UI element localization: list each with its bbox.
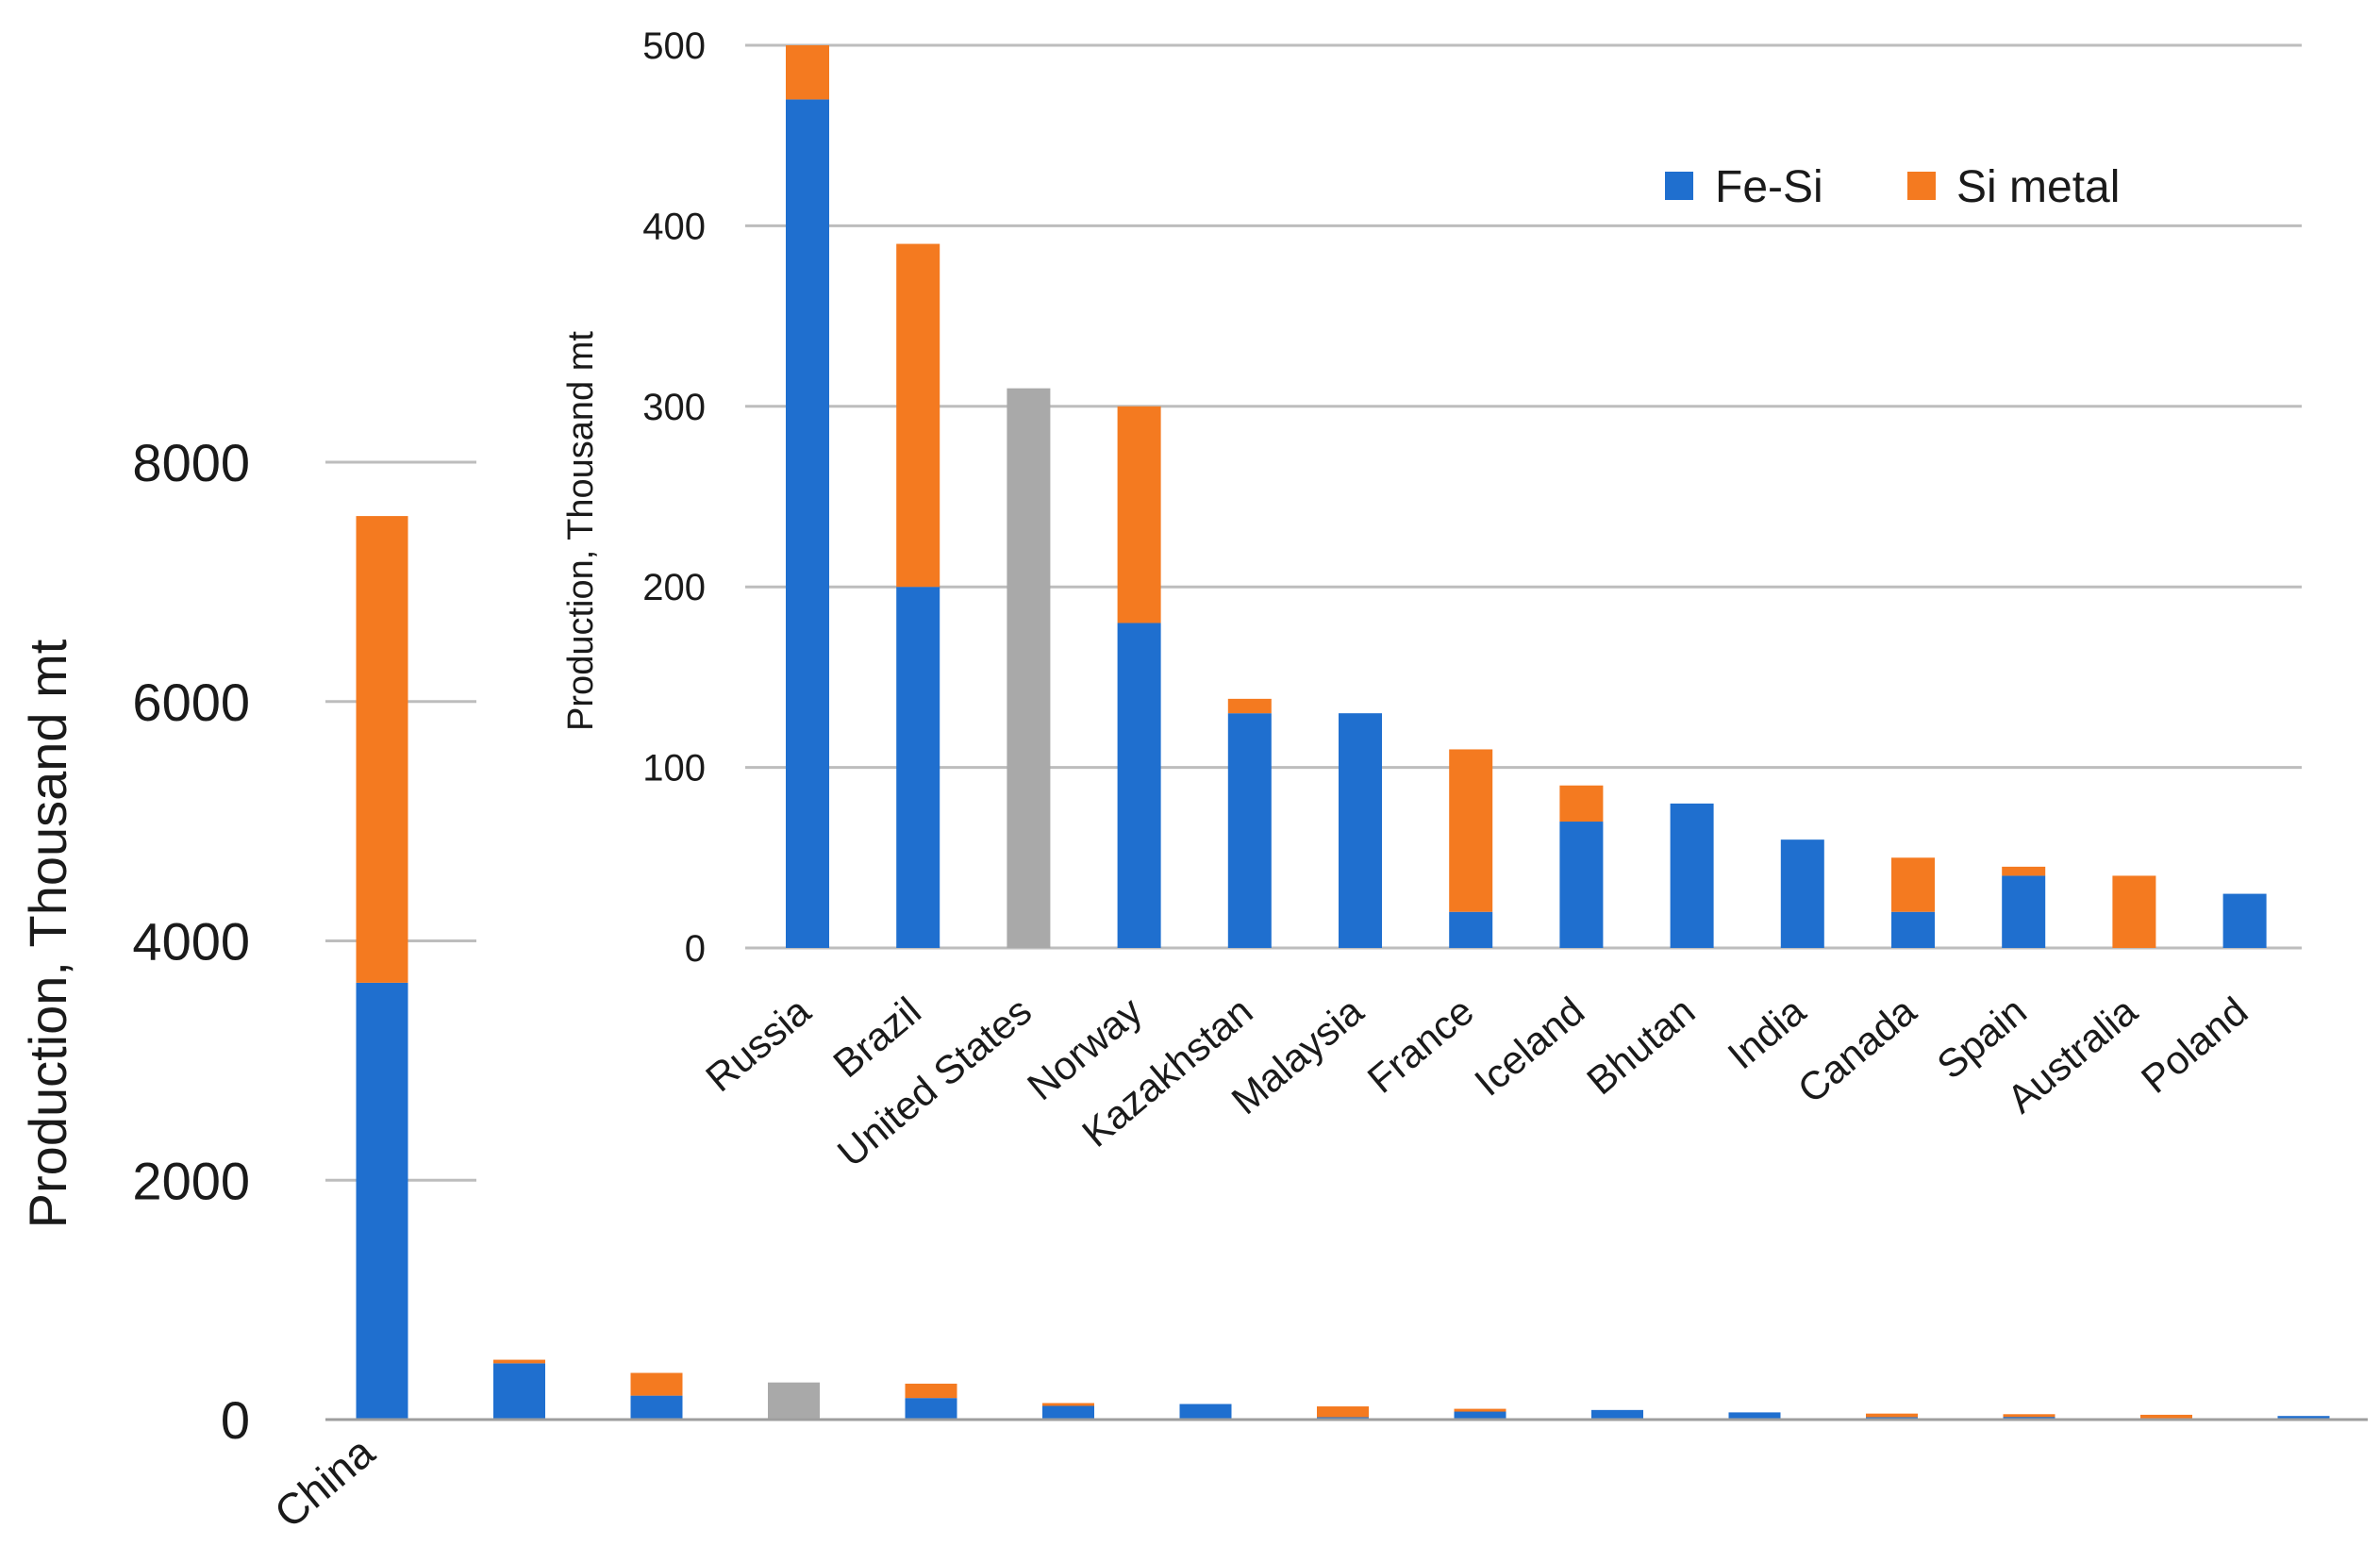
main-y-tick-label-6000: 6000: [132, 673, 250, 732]
legend-label-si-metal: Si metal: [1956, 162, 2120, 212]
inset-x-tick-label-poland: Poland: [2133, 989, 2255, 1102]
inset-bar-norway-fesi: [1117, 623, 1161, 948]
main-bar-norway-fesi: [905, 1398, 957, 1420]
inset-bar-brazil-simetal: [896, 243, 940, 588]
main-bar-india-fesi: [1728, 1412, 1781, 1420]
main-bar-united-states-total: [768, 1382, 820, 1420]
main-bars: [356, 516, 2330, 1421]
main-bar-china-fesi: [356, 982, 408, 1420]
main-bar-china-simetal: [356, 516, 408, 983]
main-bar-brazil-simetal: [630, 1372, 683, 1396]
inset-bar-france-simetal: [1449, 749, 1493, 912]
main-bar-iceland-fesi: [1454, 1411, 1506, 1420]
inset-bar-russia-simetal: [786, 45, 829, 100]
main-bar-iceland-simetal: [1454, 1408, 1506, 1412]
inset-bar-brazil-fesi: [896, 587, 940, 948]
inset-bar-iceland-fesi: [1559, 822, 1604, 948]
main-bar-australia-simetal: [2140, 1414, 2192, 1420]
main-x-tick-label-china: China: [265, 1427, 384, 1537]
main-y-tick-label-2000: 2000: [132, 1151, 250, 1210]
inset-bar-australia-simetal: [2112, 875, 2156, 948]
inset-bar-spain-simetal: [2002, 866, 2046, 876]
main-bar-brazil-fesi: [630, 1395, 683, 1420]
main-bar-kazakhstan-simetal: [1042, 1403, 1094, 1406]
main-bar-kazakhstan-fesi: [1042, 1404, 1094, 1420]
inset-bar-india-fesi: [1780, 839, 1824, 948]
inset-bar-malaysia-fesi: [1339, 713, 1382, 948]
inset-bars: [786, 45, 2267, 949]
main-bar-france-simetal: [1317, 1406, 1369, 1418]
main-bar-spain-fesi: [2003, 1414, 2055, 1420]
inset-bar-norway-simetal: [1117, 406, 1161, 623]
inset-x-tick-label-iceland: Iceland: [1466, 989, 1592, 1105]
inset-y-tick-label-200: 200: [642, 567, 706, 608]
inset-y-tick-label-500: 500: [642, 25, 706, 67]
inset-bar-united-states-total: [1007, 388, 1051, 948]
inset-legend: Fe-Si Si metal: [1665, 162, 2120, 212]
legend-swatch-fe-si: [1665, 172, 1693, 200]
inset-y-tick-labels: 0 100 200 300 400 500: [642, 25, 706, 970]
main-bar-russia-simetal: [493, 1359, 545, 1364]
main-bar-bhutan-fesi: [1591, 1409, 1643, 1420]
inset-y-tick-label-300: 300: [642, 387, 706, 428]
inset-bar-kazakhstan-simetal: [1227, 698, 1272, 714]
main-y-tick-label-4000: 4000: [132, 912, 250, 972]
inset-bar-spain-fesi: [2002, 875, 2046, 948]
inset-gridlines: [745, 43, 2302, 950]
legend-swatch-si-metal: [1907, 172, 1936, 200]
inset-x-tick-label-bhutan: Bhutan: [1578, 989, 1703, 1104]
inset-y-tick-label-0: 0: [685, 928, 706, 970]
inset-x-tick-label-india: India: [1720, 988, 1814, 1077]
inset-y-tick-label-400: 400: [642, 206, 706, 247]
main-y-tick-labels: 0 2000 4000 6000 8000: [132, 433, 250, 1450]
inset-bar-kazakhstan-fesi: [1227, 713, 1272, 948]
inset-bar-canada-fesi: [1891, 911, 1935, 948]
inset-bar-france-fesi: [1449, 911, 1493, 948]
main-bar-norway-simetal: [905, 1383, 957, 1399]
main-bar-poland-fesi: [2277, 1416, 2330, 1420]
main-y-tick-label-0: 0: [221, 1390, 250, 1450]
inset-x-tick-label-united-states: United States: [829, 989, 1040, 1175]
main-bar-malaysia-fesi: [1179, 1404, 1232, 1420]
inset-bar-canada-simetal: [1891, 857, 1935, 912]
inset-bar-bhutan-fesi: [1670, 803, 1714, 948]
inset-x-tick-label-france: France: [1359, 989, 1482, 1102]
inset-bar-russia-fesi: [786, 99, 829, 949]
inset-y-axis-label: Production, Thousand mt: [561, 331, 601, 731]
main-y-axis-label: Production, Thousand mt: [18, 639, 77, 1228]
main-y-tick-label-8000: 8000: [132, 433, 250, 492]
main-bar-russia-fesi: [493, 1363, 545, 1420]
inset-bar-iceland-simetal: [1559, 785, 1604, 823]
inset-x-tick-label-russia: Russia: [697, 988, 819, 1100]
inset-bar-poland-fesi: [2222, 893, 2267, 948]
inset-x-tick-label-canada: Canada: [1789, 988, 1924, 1111]
main-bar-spain-simetal: [2003, 1414, 2055, 1418]
inset-y-tick-label-100: 100: [642, 748, 706, 789]
main-bar-canada-simetal: [1866, 1413, 1918, 1418]
legend-label-fe-si: Fe-Si: [1715, 162, 1823, 212]
